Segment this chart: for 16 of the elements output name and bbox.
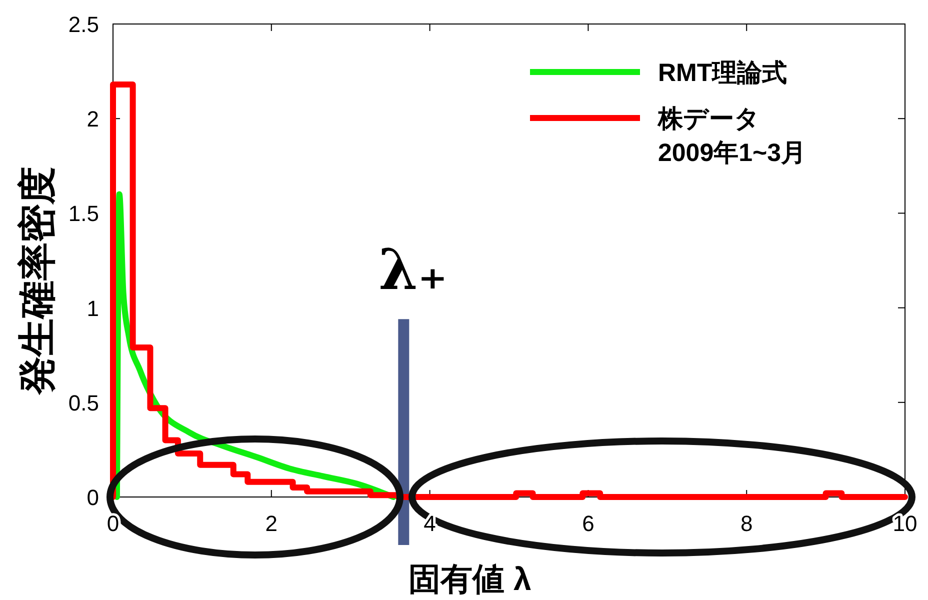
y-tick-label: 2 [86, 106, 99, 132]
x-tick-label: 0 [106, 511, 120, 536]
x-tick-label: 8 [740, 511, 753, 536]
y-tick-label: 0.5 [68, 390, 99, 416]
y-tick-label: 0 [86, 485, 99, 510]
legend-label: 株データ 2009年1~3月 [657, 105, 806, 167]
y-tick-label: 1.5 [68, 201, 99, 226]
x-tick-label: 6 [582, 511, 594, 536]
legend-label: RMT理論式 [658, 59, 788, 87]
ref-line-label: λ₊ [378, 237, 448, 304]
y-tick-label: 2.5 [68, 12, 99, 37]
x-tick-label: 10 [892, 511, 918, 536]
y-axis-title: 発生確率密度 [16, 166, 59, 396]
y-tick-label: 1 [86, 296, 99, 321]
x-tick-label: 2 [265, 511, 278, 536]
x-axis-title: 固有値 λ [408, 561, 532, 597]
